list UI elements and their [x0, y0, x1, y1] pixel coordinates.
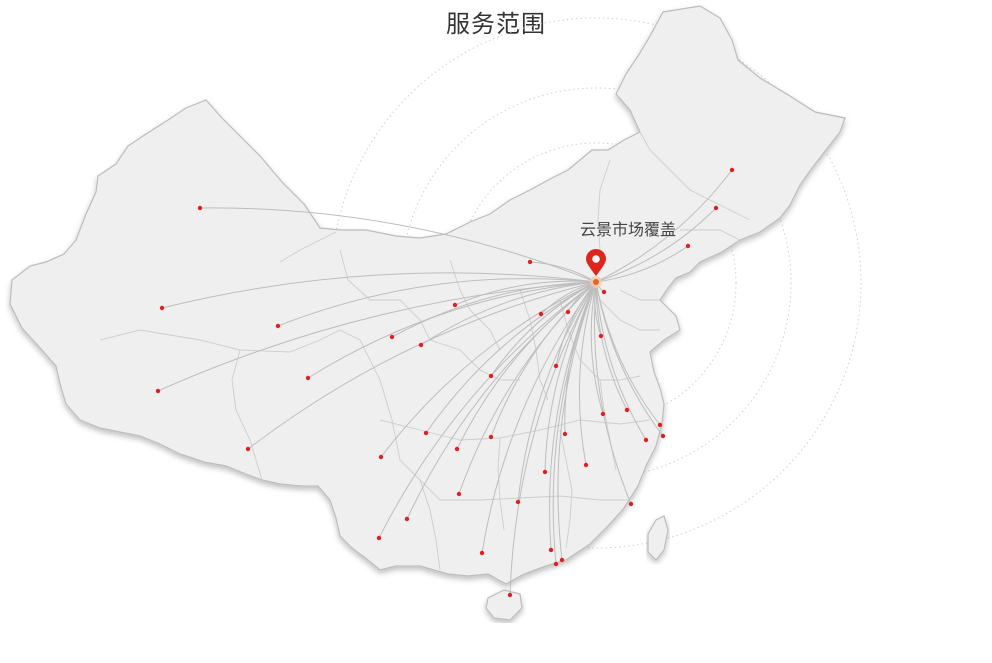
destination-dot	[657, 422, 663, 428]
destination-dot	[685, 243, 691, 249]
route-line	[391, 281, 597, 338]
route-line	[247, 281, 597, 450]
destination-dot	[488, 434, 494, 440]
route-line	[161, 272, 597, 309]
destination-dot	[601, 289, 607, 295]
destination-dot	[275, 323, 281, 329]
route-line	[595, 281, 647, 441]
route-line	[277, 278, 597, 327]
destination-dot	[454, 446, 460, 452]
destination-dot	[404, 516, 410, 522]
destination-dot	[565, 309, 571, 315]
coverage-ring	[455, 142, 737, 424]
route-line	[578, 281, 597, 466]
route-lines	[157, 169, 733, 596]
hainan-island-shape	[485, 589, 523, 621]
destination-dot	[245, 446, 251, 452]
route-line	[509, 281, 597, 596]
destination-dot	[305, 375, 311, 381]
taiwan-island-shape	[647, 515, 669, 561]
location-pin-hole	[592, 255, 600, 263]
destination-dot	[159, 305, 165, 311]
destination-dot	[376, 535, 382, 541]
route-line	[595, 245, 689, 283]
destination-dot	[598, 333, 604, 339]
route-line	[595, 169, 733, 283]
route-line	[595, 207, 717, 283]
coverage-ring	[330, 17, 862, 549]
destination-dot	[660, 433, 666, 439]
destination-dot	[538, 311, 544, 317]
route-line	[481, 281, 597, 554]
route-line	[549, 281, 597, 551]
destination-dot	[155, 388, 161, 394]
destination-dot	[515, 499, 521, 505]
destination-dot	[553, 561, 559, 567]
destination-dot	[628, 501, 634, 507]
route-line	[557, 281, 597, 561]
destination-dot	[378, 454, 384, 460]
destination-dot	[456, 491, 462, 497]
destination-dot	[553, 363, 559, 369]
route-line	[307, 281, 597, 379]
route-line	[378, 281, 597, 539]
destination-dot	[479, 550, 485, 556]
destination-dots	[155, 167, 735, 598]
destination-dot	[197, 205, 203, 211]
mainland-china-shape	[9, 5, 846, 585]
destination-dot	[624, 407, 630, 413]
route-line	[458, 281, 597, 495]
route-line	[590, 281, 604, 415]
route-line	[595, 281, 664, 437]
route-line	[552, 281, 597, 565]
route-line	[420, 281, 597, 346]
destination-dot	[452, 302, 458, 308]
destination-dot	[488, 373, 494, 379]
destination-dot	[583, 462, 589, 468]
destination-dot	[643, 437, 649, 443]
hub-dot	[593, 279, 599, 285]
destination-dot	[542, 469, 548, 475]
route-line	[406, 281, 597, 520]
route-line	[199, 207, 597, 283]
destination-dot	[559, 557, 565, 563]
route-line	[454, 280, 597, 306]
destination-dot	[729, 167, 735, 173]
destination-dot	[389, 334, 395, 340]
destination-dot	[600, 411, 606, 417]
route-line	[380, 281, 597, 458]
destination-dot	[548, 547, 554, 553]
route-line	[529, 261, 597, 283]
hub-marker[interactable]	[586, 249, 606, 288]
destination-dot	[423, 430, 429, 436]
route-line	[595, 281, 628, 411]
destination-dot	[507, 592, 513, 598]
route-line	[540, 281, 597, 315]
route-line	[425, 281, 597, 434]
destination-dot	[527, 259, 533, 265]
route-line	[593, 281, 632, 505]
destination-dot	[713, 205, 719, 211]
destination-dot	[418, 342, 424, 348]
hub-label: 云景市场覆盖	[580, 220, 677, 239]
destination-dot	[562, 431, 568, 437]
route-line	[517, 281, 597, 503]
page-title: 服务范围	[446, 10, 546, 38]
